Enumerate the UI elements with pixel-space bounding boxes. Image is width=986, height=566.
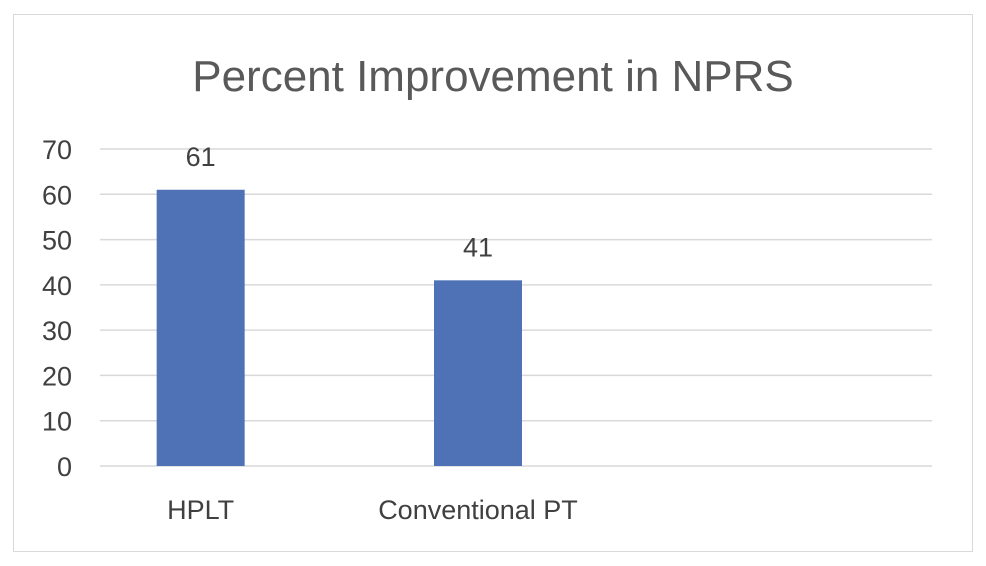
bar-conventional-pt	[434, 280, 522, 466]
data-labels: 61 41	[186, 142, 493, 263]
bars	[156, 189, 522, 466]
y-tick-label-0: 0	[57, 452, 72, 482]
y-tick-label-30: 30	[42, 316, 72, 346]
y-tick-label-70: 70	[42, 135, 72, 165]
y-axis-tick-labels: 0 10 20 30 40 50 60 70	[42, 135, 72, 482]
y-tick-label-60: 60	[42, 180, 72, 210]
y-tick-label-20: 20	[42, 361, 72, 391]
data-label-conventional-pt: 41	[463, 232, 493, 262]
x-axis-tick-labels: HPLT Conventional PT	[167, 495, 578, 525]
x-tick-label-hplt: HPLT	[167, 495, 234, 525]
y-tick-label-40: 40	[42, 271, 72, 301]
caption-fragment	[0, 556, 986, 566]
x-tick-label-conventional-pt: Conventional PT	[378, 495, 578, 525]
bar-hplt	[156, 189, 245, 466]
data-label-hplt: 61	[186, 142, 216, 172]
y-tick-label-50: 50	[42, 226, 72, 256]
y-tick-label-10: 10	[42, 407, 72, 437]
chart-title: Percent Improvement in NPRS	[192, 52, 794, 101]
